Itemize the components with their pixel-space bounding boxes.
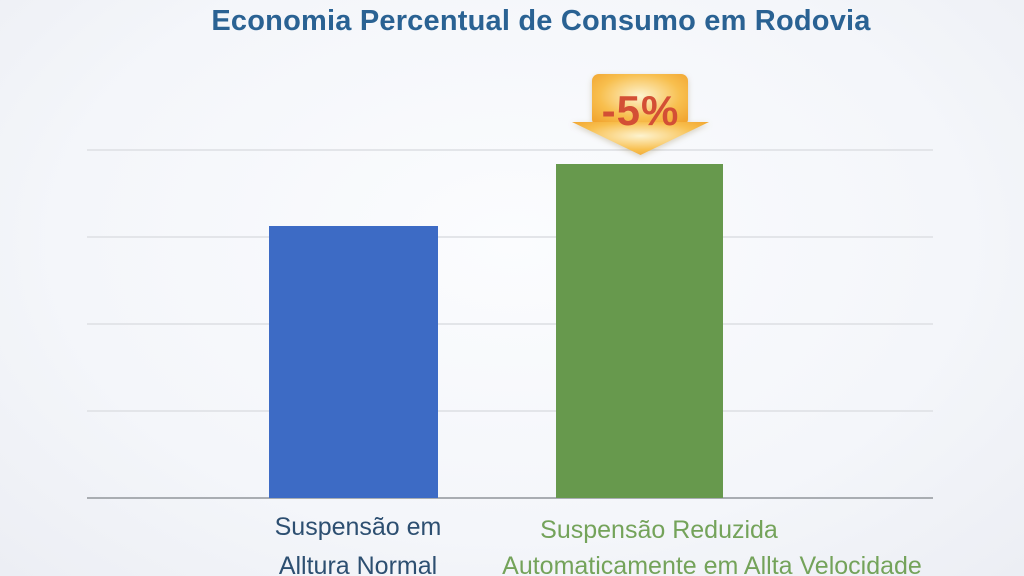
x-axis-label-line: Suspensão em xyxy=(274,513,442,541)
x-axis-line xyxy=(87,497,933,499)
gridline xyxy=(87,323,933,325)
x-axis-label-reduced-suspension-line1: Suspensão Reduzida xyxy=(540,516,778,544)
chart-title: Economia Percentual de Consumo em Rodovi… xyxy=(211,5,871,37)
bar-reduced-suspension xyxy=(556,164,723,498)
bar-normal-suspension xyxy=(269,226,438,498)
down-arrow-icon xyxy=(570,72,711,156)
gridline xyxy=(87,149,933,151)
x-axis-label-reduced-suspension-line2: Automaticamente em Allta Velocidade xyxy=(502,552,922,576)
gridline xyxy=(87,410,933,412)
x-axis-label-line: Alltura Normal xyxy=(278,552,438,576)
annotation-minus-5-percent: -5% xyxy=(601,87,680,134)
x-axis-label-normal-suspension: Suspensão em Alltura Normal xyxy=(275,512,442,576)
gridline xyxy=(87,236,933,238)
